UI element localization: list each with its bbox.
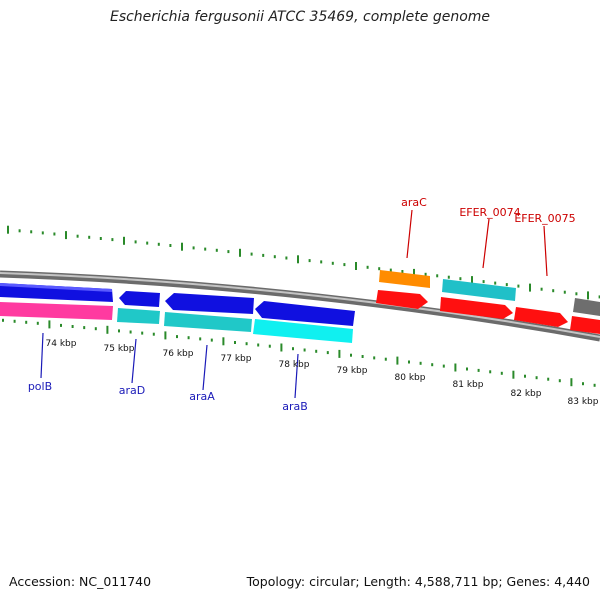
gene-label-polB[interactable]: polB [28,380,52,393]
inner-tick-row [2,318,596,387]
scale-label: 80 kbp [395,373,426,383]
gene-label-araD[interactable]: araD [119,384,145,397]
gene-label-araC[interactable]: araC [401,196,427,209]
gene-polB[interactable] [0,283,113,302]
scale-label: 81 kbp [453,380,484,390]
feature-cyan-2[interactable] [164,312,252,332]
gene-EFER_0075[interactable] [514,307,568,327]
gene-araC[interactable] [376,270,430,309]
scale-label: 77 kbp [221,354,252,364]
feature-cyan-3[interactable] [253,319,353,343]
feature-pink[interactable] [0,302,113,320]
gene-label-EFER_0074[interactable]: EFER_0074 [459,206,520,219]
gene-araD[interactable] [119,291,160,307]
accession-text: Accession: NC_011740 [9,574,152,589]
scale-label: 76 kbp [163,349,194,359]
scale-label: 83 kbp [568,397,599,407]
genome-info-text: Topology: circular; Length: 4,588,711 bp… [246,574,590,589]
genome-backbone-highlight [0,272,600,338]
genome-backbone [0,270,600,342]
gene-label-EFER_0075[interactable]: EFER_0075 [514,212,575,225]
scale-label: 78 kbp [279,360,310,370]
gene-araA[interactable] [165,293,254,314]
gene-leader-lines [40,209,548,399]
gene-unlabeled[interactable] [570,298,600,334]
gene-label-araB[interactable]: araB [282,400,308,413]
feature-cyan-1[interactable] [117,308,160,324]
scale-label: 82 kbp [511,389,542,399]
genome-title: Escherichia fergusonii ATCC 35469, compl… [109,9,491,25]
scale-label: 74 kbp [46,339,77,349]
gene-araB[interactable] [255,301,355,326]
scale-label: 75 kbp [104,344,135,354]
scale-labels: 74 kbp 75 kbp 76 kbp 77 kbp 78 kbp 79 kb… [46,339,599,407]
gene-EFER_0074[interactable] [440,279,516,319]
gene-label-araA[interactable]: araA [189,390,215,403]
outer-tick-row [7,225,600,300]
scale-label: 79 kbp [337,366,368,376]
